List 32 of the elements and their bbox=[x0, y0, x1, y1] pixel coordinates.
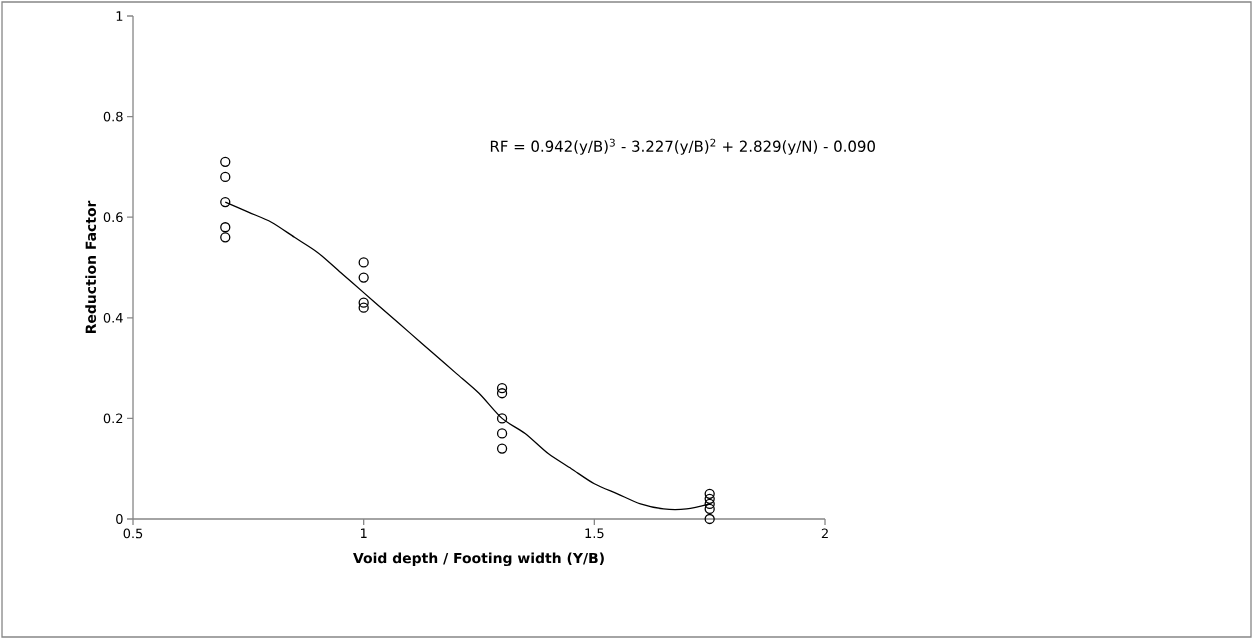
point bbox=[358, 257, 369, 268]
x-tick-label: 1.5 bbox=[585, 528, 604, 539]
point bbox=[704, 498, 715, 510]
annotation: RF = 0.942(y/B)$^{3}$ - 3.227(y/B)$^{2}$ + 2.829(y/N) - 0.090 bbox=[490, 138, 875, 155]
point bbox=[496, 383, 508, 394]
point bbox=[220, 171, 231, 183]
point bbox=[496, 413, 508, 424]
point bbox=[220, 156, 231, 167]
point bbox=[358, 272, 369, 283]
point bbox=[496, 443, 508, 454]
point bbox=[704, 513, 715, 525]
y-tick-label: 0.8 bbox=[103, 111, 123, 122]
point bbox=[220, 232, 231, 243]
point bbox=[220, 222, 231, 233]
y-tick-label: 1 bbox=[116, 11, 123, 21]
point bbox=[358, 302, 369, 313]
x-tick-label: 2 bbox=[821, 528, 828, 539]
point bbox=[496, 428, 508, 439]
y-tick-label: 0.4 bbox=[103, 312, 123, 323]
x-tick-label: 0.5 bbox=[123, 528, 143, 539]
x-tick-label: 1 bbox=[360, 528, 367, 538]
point bbox=[704, 503, 715, 515]
y-tick-label: 0.2 bbox=[103, 413, 123, 424]
point bbox=[704, 493, 715, 505]
y-tick-label: 0.6 bbox=[103, 212, 123, 223]
point bbox=[358, 297, 369, 308]
x-axis-title: Void depth / Footing width (Y/B) bbox=[353, 552, 604, 567]
y-tick-label: 0 bbox=[116, 514, 123, 524]
point bbox=[220, 196, 231, 208]
point bbox=[704, 488, 715, 499]
point bbox=[496, 388, 508, 399]
y-axis-title: Reduction Factor bbox=[85, 200, 97, 334]
